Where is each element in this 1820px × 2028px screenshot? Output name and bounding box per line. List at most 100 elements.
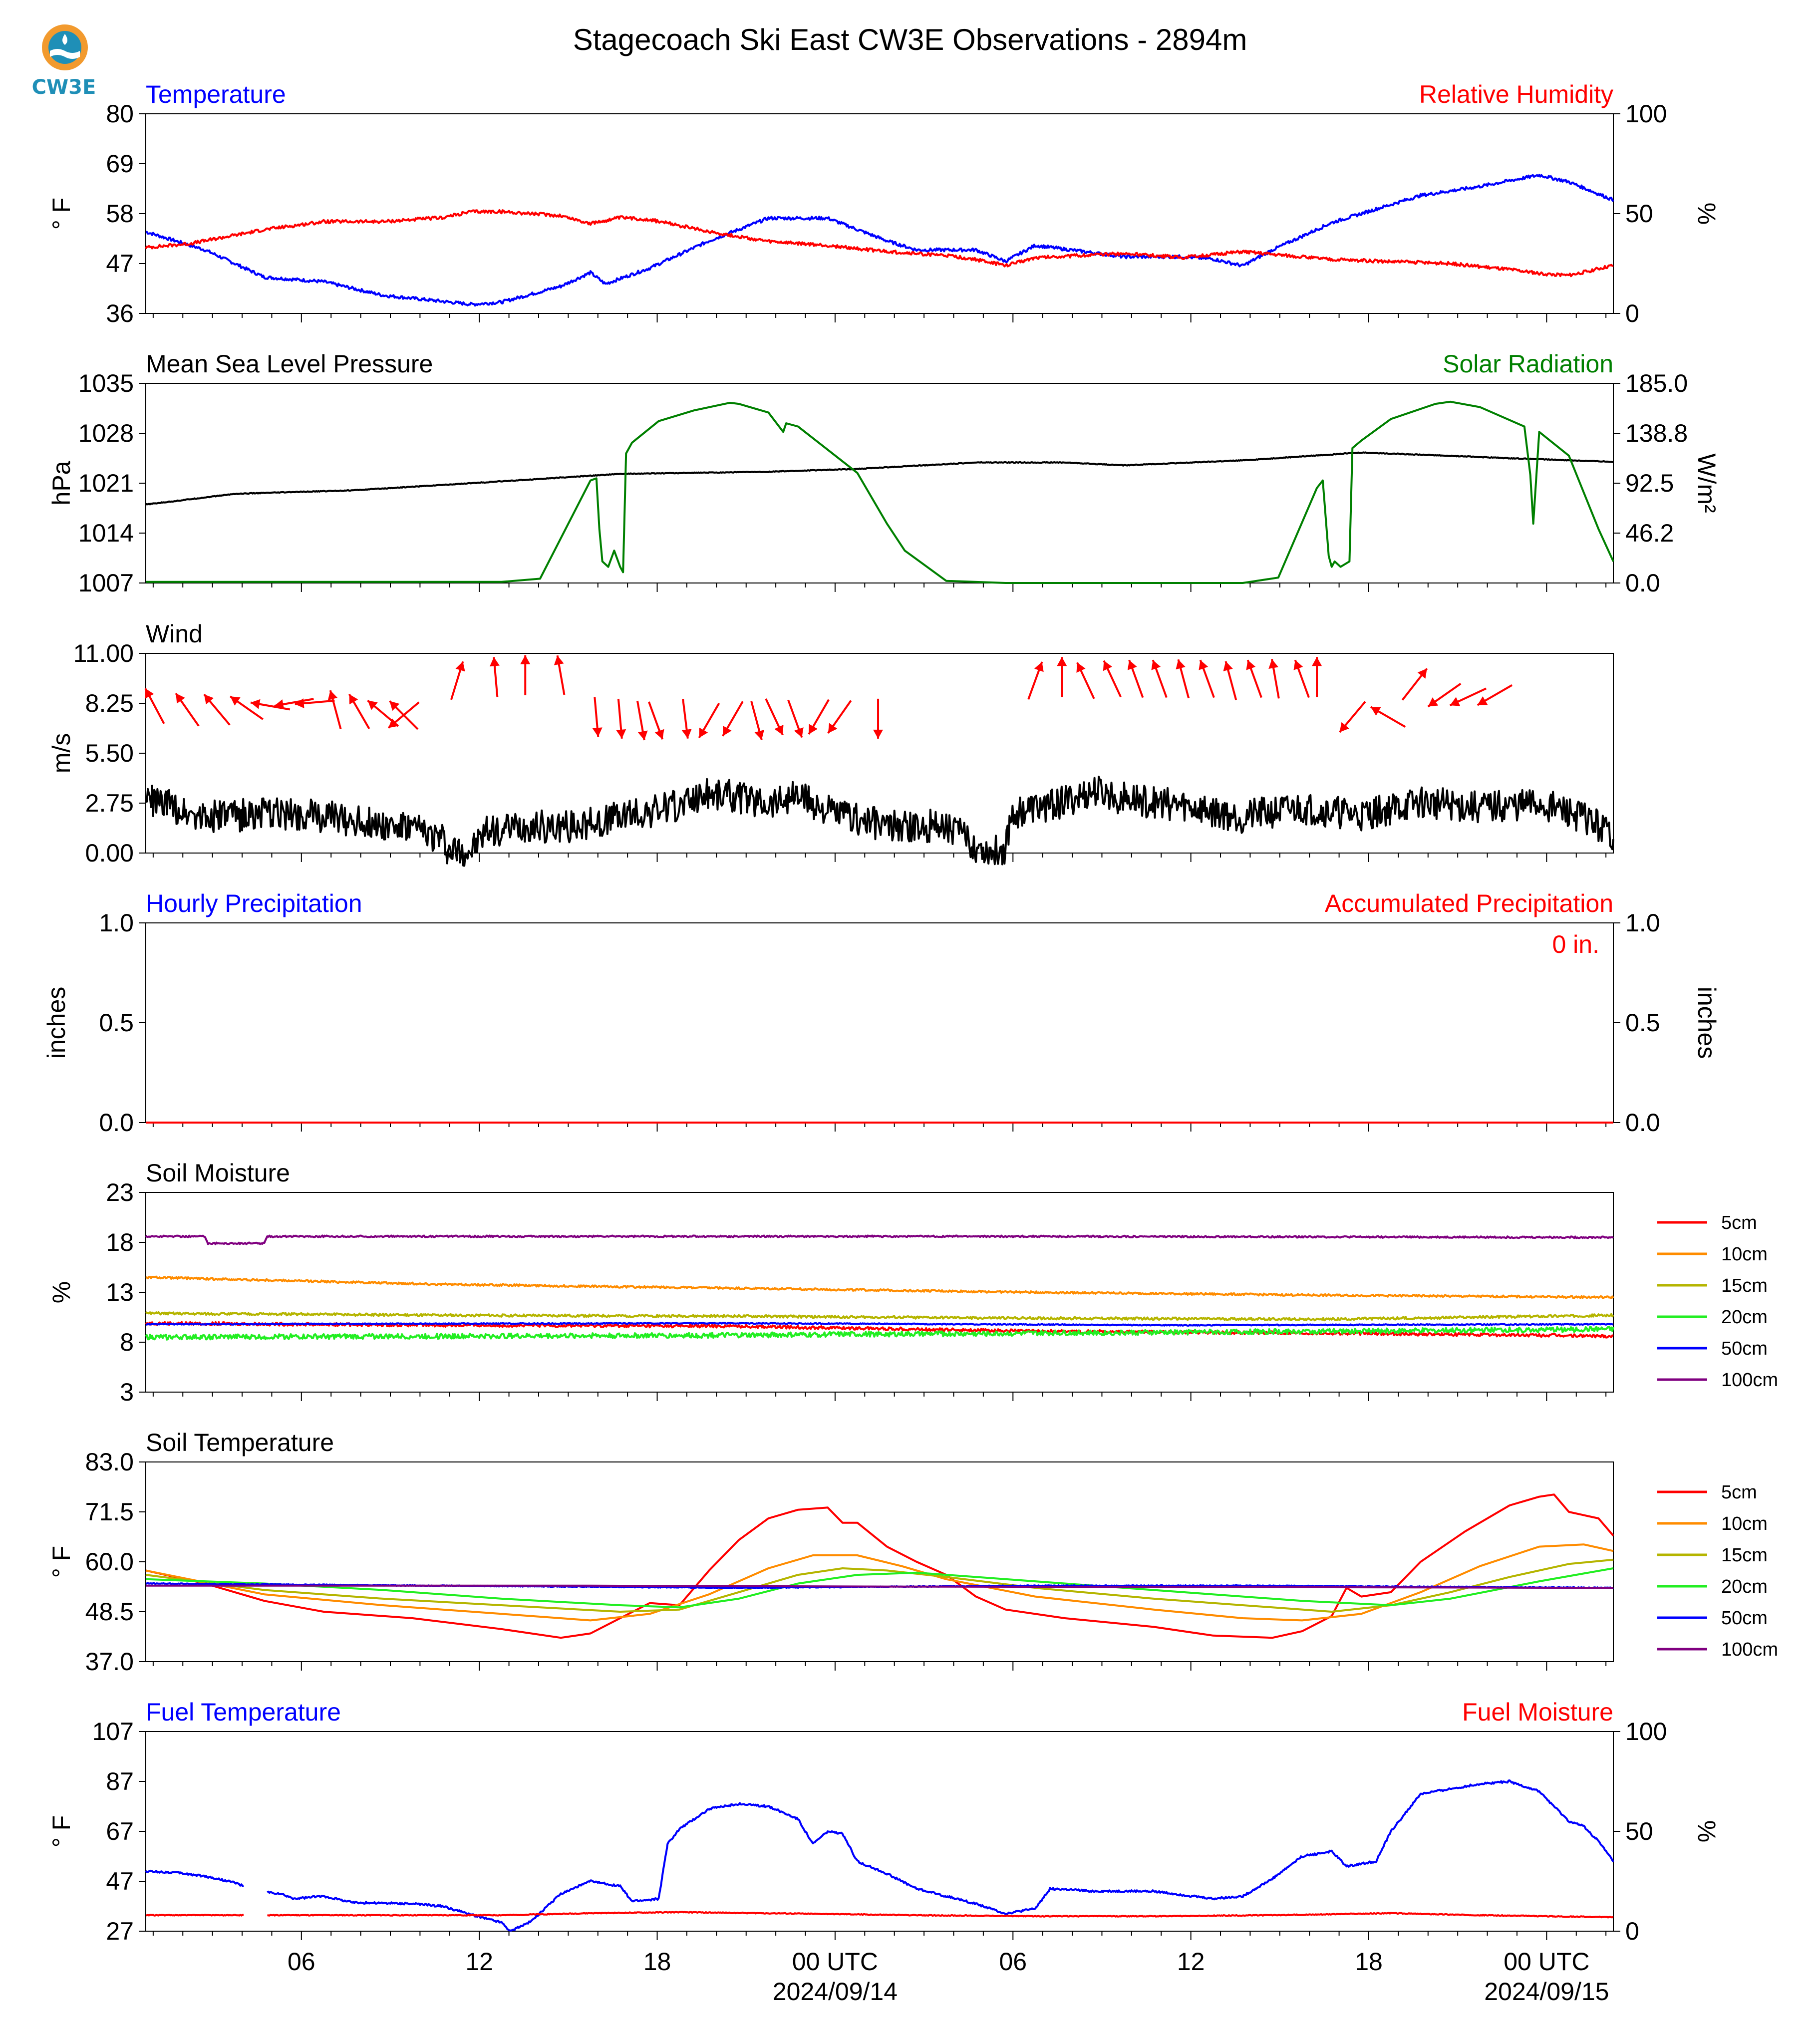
y-tick-label: 1028: [78, 419, 134, 447]
y-tick-label-right: 50: [1625, 1817, 1653, 1845]
panel-wind: Wind 0.00 2.75 5.50 8.25 11.00 m/s: [47, 620, 1614, 867]
wind-arrow-head: [1223, 661, 1233, 671]
wind-arrow: [144, 688, 165, 724]
legend-label: 100cm: [1721, 1370, 1778, 1391]
left-title: Wind: [146, 620, 203, 648]
wind-arrow-head: [616, 729, 626, 739]
wind-arrow-head: [873, 729, 884, 739]
legend-label: 5cm: [1721, 1482, 1757, 1503]
legend-label: 10cm: [1721, 1513, 1768, 1534]
y-tick-label: 13: [106, 1278, 134, 1306]
wind-arrow-head: [554, 655, 564, 665]
wind-arrow-head: [1246, 660, 1256, 670]
wind-arrow-head: [1477, 696, 1488, 705]
wind-arrow: [1477, 684, 1513, 706]
wind-arrow-head: [794, 727, 804, 738]
wind-arrow: [1199, 659, 1215, 698]
y-tick-label: 3: [120, 1378, 134, 1406]
y-tick-label: 36: [106, 299, 134, 327]
wind-arrow-head: [828, 723, 838, 734]
wind-arrow-head: [592, 727, 603, 737]
panel-soil_temperature: Soil Temperature 37.0 48.5 60.0 71.5 83.0 ° F 5…: [47, 1429, 1778, 1676]
left-title: Mean Sea Level Pressure: [146, 350, 433, 378]
right-title: Relative Humidity: [1419, 80, 1613, 108]
panel-precip: Hourly Precipitation Accumulated Precipit…: [42, 889, 1721, 1137]
y-axis-label-right: %: [1693, 1820, 1721, 1842]
legend-label: 20cm: [1721, 1307, 1768, 1328]
legend-item-20cm: 20cm: [1657, 1307, 1768, 1328]
wind-arrow: [489, 657, 500, 697]
wind-arrow: [1293, 659, 1310, 698]
wind-arrow-head: [1428, 697, 1439, 707]
precip-total-annotation: 0 in.: [1552, 930, 1599, 958]
wind-arrow-head: [1450, 697, 1461, 706]
wind-arrow-head: [1151, 660, 1161, 670]
y-axis-label: %: [47, 1281, 75, 1303]
right-title: Fuel Moisture: [1462, 1698, 1613, 1726]
wind-arrow-head: [204, 694, 214, 705]
series-line-50cm: [145, 1322, 1614, 1327]
legend-item-100cm: 100cm: [1657, 1370, 1778, 1391]
wind-arrow-head: [349, 694, 358, 705]
wind-arrow: [327, 690, 342, 729]
legend-item-50cm: 50cm: [1657, 1338, 1768, 1359]
wind-arrow-head: [1176, 659, 1186, 670]
right-title: Accumulated Precipitation: [1325, 889, 1613, 917]
y-tick-label-right: 0.0: [1625, 1109, 1660, 1137]
y-tick-label: 60.0: [85, 1548, 134, 1576]
wind-arrow: [648, 701, 664, 740]
x-tick-label: 00 UTC: [792, 1948, 878, 1976]
wind-arrow-head: [1339, 722, 1349, 732]
left-title: Hourly Precipitation: [146, 889, 362, 917]
legend-item-15cm: 15cm: [1657, 1275, 1768, 1296]
legend-item-5cm: 5cm: [1657, 1482, 1757, 1503]
wind-arrow: [554, 655, 566, 695]
legend-item-10cm: 10cm: [1657, 1244, 1768, 1265]
wind-arrow: [827, 700, 852, 734]
wind-arrow: [1427, 683, 1462, 708]
wind-arrow: [274, 698, 314, 709]
y-axis-label: ° F: [47, 198, 75, 230]
y-tick-label: 71.5: [85, 1498, 134, 1526]
y-tick-label: 0.5: [99, 1009, 134, 1037]
cw3e-logo: [30, 20, 100, 105]
x-tick-label: 12: [1177, 1948, 1205, 1976]
y-tick-label: 0.00: [85, 839, 134, 867]
wind-arrow-head: [1103, 660, 1113, 671]
wind-arrow-head: [654, 729, 664, 740]
wind-arrow-head: [327, 690, 338, 701]
x-tick-label: 00 UTC: [1504, 1948, 1589, 1976]
y-tick-label: 80: [106, 100, 134, 128]
wind-arrow-head: [1199, 660, 1209, 670]
y-tick-label: 58: [106, 200, 134, 228]
legend-label: 15cm: [1721, 1275, 1768, 1296]
series-line-10cm: [145, 1543, 1614, 1622]
wind-arrow: [387, 701, 420, 729]
y-axis-label: ° F: [47, 1815, 75, 1847]
y-axis-label-right: inches: [1693, 987, 1721, 1059]
y-axis-label: ° F: [47, 1546, 75, 1578]
y-tick-label-right: 138.8: [1625, 419, 1688, 447]
y-tick-label: 1021: [78, 469, 134, 497]
wind-arrow: [1312, 657, 1322, 697]
logo-text: CW3E: [31, 76, 96, 99]
right-title: Solar Radiation: [1443, 350, 1613, 378]
y-tick-label: 8: [120, 1328, 134, 1356]
y-tick-label: 18: [106, 1228, 134, 1256]
series-line-100cm: [146, 1584, 1614, 1589]
legend-item-100cm: 100cm: [1657, 1639, 1778, 1660]
wind-arrow-head: [520, 655, 531, 664]
y-tick-label: 1007: [78, 569, 134, 597]
series-line-15cm: [145, 1558, 1614, 1613]
wind-arrow: [1268, 659, 1280, 699]
x-tick-label: 06: [288, 1948, 315, 1976]
wind-arrow: [681, 698, 692, 739]
panel-pressure: Mean Sea Level Pressure Solar Radiation 10…: [47, 350, 1721, 597]
y-tick-label-right: 0.5: [1625, 1009, 1660, 1037]
y-axis-label: hPa: [47, 461, 75, 505]
y-tick-label: 5.50: [85, 739, 134, 767]
wind-arrow-head: [637, 730, 648, 740]
legend-label: 5cm: [1721, 1212, 1757, 1233]
legend-item-20cm: 20cm: [1657, 1576, 1768, 1597]
